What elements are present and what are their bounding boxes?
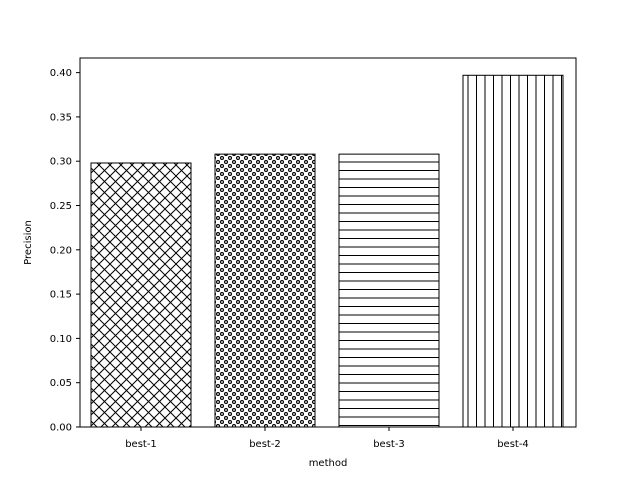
y-tick-label-2: 0.10 [50,334,72,345]
y-axis: 0.00 0.05 0.10 0.15 0.20 0.25 0.30 0.35 0.40 [50,68,80,434]
y-tick-label-7: 0.35 [50,112,72,123]
y-tick-label-1: 0.05 [50,378,72,389]
x-axis: best-1 best-2 best-3 best-4 [125,427,529,450]
y-tick-label-6: 0.30 [50,157,72,168]
x-tick-label-best-2: best-2 [249,439,281,450]
plot-frame [79,57,577,428]
y-tick-label-0: 0.00 [50,423,72,434]
x-tick-label-best-4: best-4 [497,439,529,450]
bars-group [90,74,564,428]
y-tick-label-3: 0.15 [50,290,72,301]
y-tick-label-5: 0.25 [50,201,72,212]
y-tick-label-4: 0.20 [50,245,72,256]
x-tick-label-best-3: best-3 [373,439,405,450]
x-tick-label-best-1: best-1 [125,439,157,450]
y-tick-label-8: 0.40 [50,68,72,79]
bar-best-4 [462,74,564,428]
x-axis-label: method [309,458,348,469]
bar-best-1 [90,162,192,428]
bar-best-2 [214,153,316,428]
bar-best-3 [338,153,440,428]
y-axis-label: Precision [23,220,34,265]
